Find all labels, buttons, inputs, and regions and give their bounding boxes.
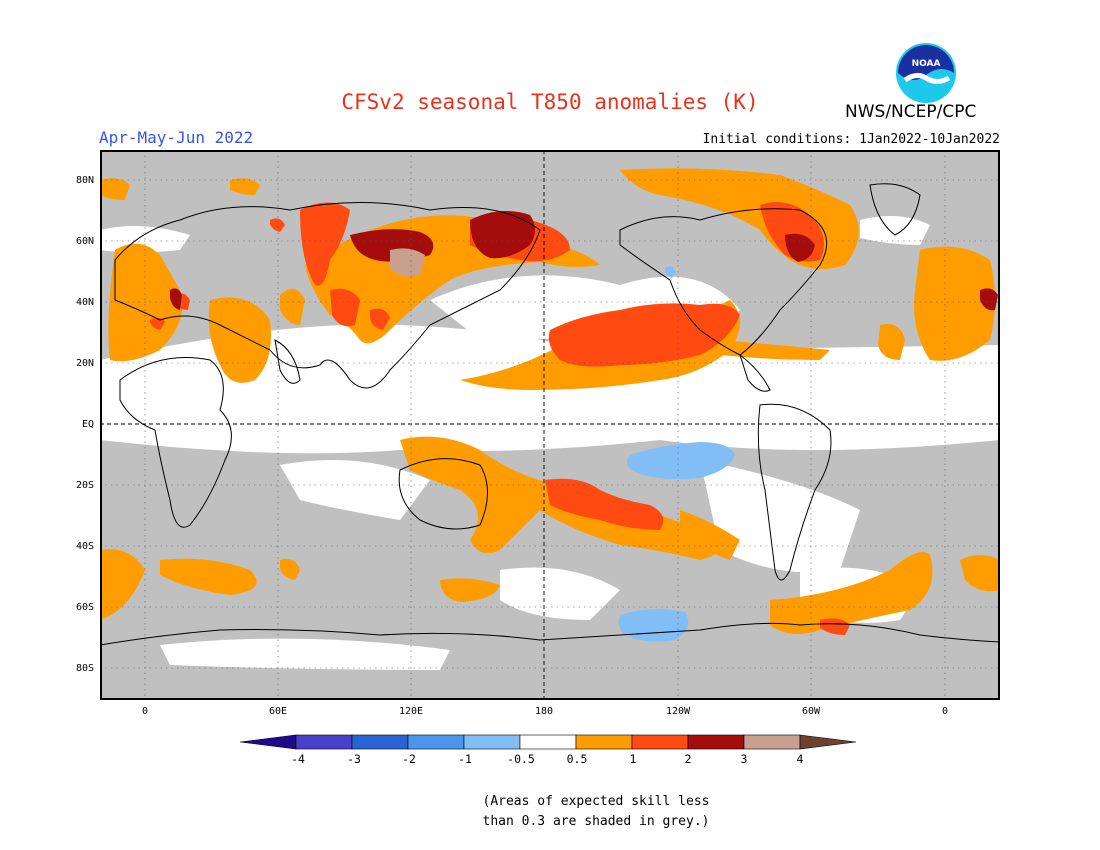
footnote-line-2: than 0.3 are shaded in grey.)	[482, 814, 710, 829]
lon-label-120w: 120W	[665, 706, 691, 717]
colorbar-label: -1	[458, 752, 472, 766]
colorbar-left-arrow	[240, 734, 297, 750]
lat-label-20s: 20S	[75, 480, 94, 491]
colorbar-swatch	[519, 734, 577, 750]
colorbar-swatch	[687, 734, 745, 750]
colorbar-swatch	[631, 734, 689, 750]
colorbar-swatch	[575, 734, 633, 750]
colorbar-right-arrow	[799, 734, 857, 750]
colorbar-label: 3	[740, 752, 748, 766]
lon-label-0-east: 0	[941, 706, 949, 717]
map-grid	[100, 150, 1000, 700]
lat-label-80n: 80N	[75, 175, 94, 186]
colorbar-label: -0.5	[507, 752, 535, 766]
lat-label-20n: 20N	[75, 358, 94, 369]
agency-label: NWS/NCEP/CPC	[845, 102, 977, 122]
lat-label-40n: 40N	[75, 297, 94, 308]
season-label: Apr-May-Jun 2022	[99, 128, 254, 147]
colorbar-label: 0.5	[566, 752, 588, 766]
colorbar-swatch	[351, 734, 409, 750]
colorbar-label: -2	[402, 752, 416, 766]
lon-label-0: 0	[141, 706, 149, 717]
continent-outlines	[100, 183, 1000, 646]
lon-label-60w: 60W	[801, 706, 821, 717]
colorbar-swatch	[295, 734, 353, 750]
footnote: (Areas of expected skill less than 0.3 a…	[0, 792, 1100, 832]
map-frame	[100, 150, 1000, 700]
colorbar-label: 1	[629, 752, 637, 766]
lon-label-60e: 60E	[268, 706, 288, 717]
initial-conditions-label: Initial conditions: 1Jan2022-10Jan2022	[702, 132, 1000, 147]
lon-label-120e: 120E	[398, 706, 424, 717]
colorbar-label: -3	[347, 752, 361, 766]
chart-title: CFSv2 seasonal T850 anomalies (K)	[341, 90, 759, 114]
colorbar-label: -4	[291, 752, 305, 766]
anomaly-map	[100, 150, 1000, 700]
noaa-logo: NOAA	[896, 43, 956, 103]
footnote-line-1: (Areas of expected skill less	[482, 794, 710, 809]
colorbar-label: 2	[684, 752, 692, 766]
colorbar-swatch	[407, 734, 465, 750]
lon-label-180: 180	[534, 706, 554, 717]
colorbar-label: 4	[796, 752, 804, 766]
colorbar	[240, 734, 857, 750]
equator-and-dateline	[100, 150, 1000, 700]
tan-anomaly-regions	[390, 248, 425, 277]
colorbar-swatch	[743, 734, 801, 750]
lat-label-80s: 80S	[75, 663, 94, 674]
lat-label-40s: 40S	[75, 541, 94, 552]
logo-text: NOAA	[912, 59, 941, 69]
lat-label-60s: 60S	[75, 602, 94, 613]
colorbar-swatch	[463, 734, 521, 750]
lat-label-60n: 60N	[75, 236, 94, 247]
lat-label-eq: EQ	[81, 419, 94, 430]
